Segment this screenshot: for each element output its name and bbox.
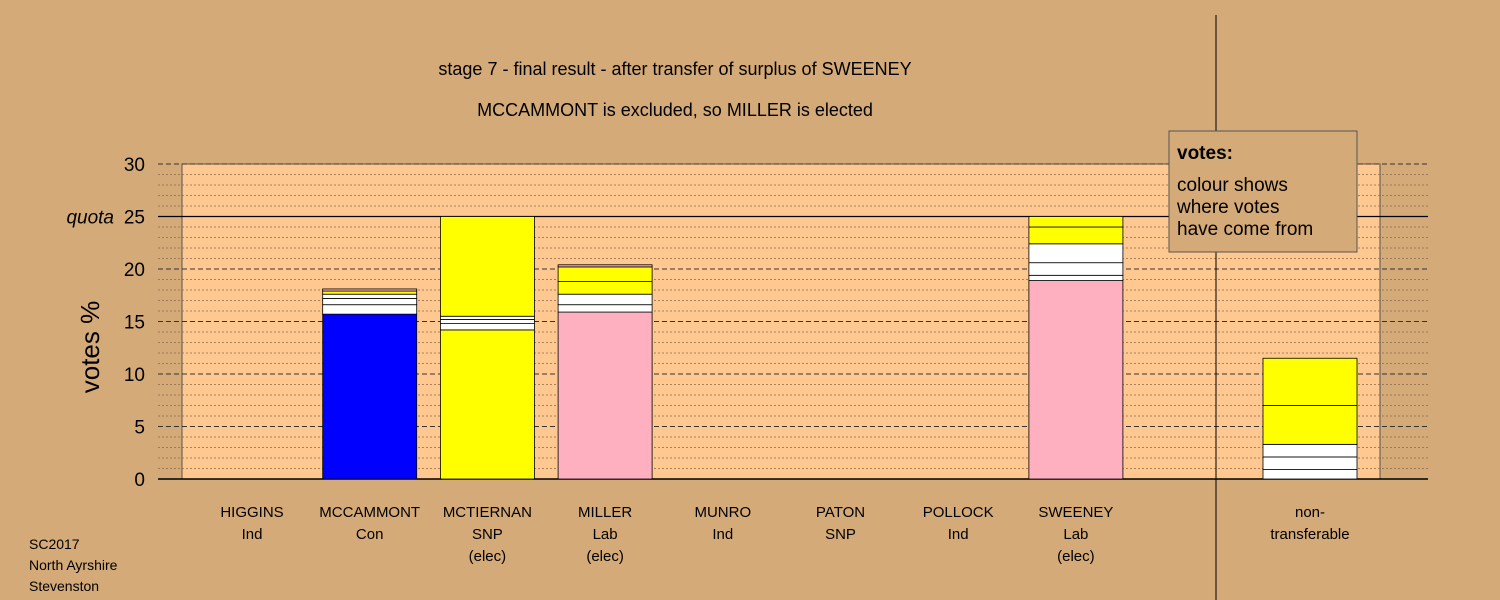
- bar-segment: [1262, 443, 1358, 458]
- bars: [322, 216, 1358, 480]
- bar-segment: [1262, 469, 1358, 480]
- category-label: (elec): [1057, 548, 1095, 565]
- bar-segment: [322, 288, 418, 292]
- bar-segment: [322, 293, 418, 299]
- category-label: MUNRO: [694, 504, 751, 521]
- bar-segment: [1028, 262, 1124, 276]
- category-label: Lab: [593, 526, 618, 543]
- bar-segment: [322, 313, 418, 480]
- bar-segment: [439, 318, 535, 324]
- legend-box: [1168, 130, 1358, 253]
- bar-segment: [1262, 405, 1358, 445]
- category-label: transferable: [1270, 526, 1349, 543]
- category-label: (elec): [586, 548, 624, 565]
- category-label: SWEENEY: [1038, 504, 1113, 521]
- y-tick-label: 10: [124, 365, 145, 386]
- bar-segment: [1028, 243, 1124, 264]
- category-label: Con: [356, 526, 384, 543]
- legend-line: colour shows: [1177, 175, 1288, 196]
- bar-segment: [322, 304, 418, 315]
- bar-mctiernan: [439, 216, 535, 480]
- footer-line: North Ayrshire: [29, 557, 118, 573]
- bar-segment: [322, 290, 418, 295]
- y-tick-label: 30: [124, 155, 145, 176]
- category-label: POLLOCK: [923, 504, 994, 521]
- category-labels: HIGGINS Ind MCCAMMONT Con MCTIERNAN SNP (elec)…: [220, 504, 1349, 565]
- y-tick-label: 5: [134, 418, 145, 439]
- bar-segment: [1028, 274, 1124, 281]
- category-label: Lab: [1063, 526, 1088, 543]
- legend-line: where votes: [1176, 197, 1279, 218]
- legend-title: votes:: [1177, 143, 1233, 164]
- category-label: non-: [1295, 504, 1325, 521]
- category-label: SNP: [825, 526, 856, 543]
- quota-label: quota: [66, 208, 114, 229]
- category-label: MCTIERNAN: [443, 504, 532, 521]
- bar-segment: [557, 293, 653, 306]
- bar-miller: [557, 264, 653, 480]
- category-label: SNP: [472, 526, 503, 543]
- category-label: HIGGINS: [220, 504, 283, 521]
- y-tick-label: 25: [124, 208, 145, 229]
- category-label: Ind: [712, 526, 733, 543]
- bar-mccammont: [322, 288, 418, 480]
- bar-segment: [557, 311, 653, 480]
- bar-nontransferable: [1262, 357, 1358, 480]
- footer-line: Stevenston: [29, 578, 99, 594]
- category-label: MCCAMMONT: [319, 504, 420, 521]
- y-tick-label: 0: [134, 470, 145, 491]
- bar-segment: [439, 329, 535, 480]
- legend-line: have come from: [1177, 219, 1313, 240]
- bar-segment: [557, 266, 653, 282]
- footer: SC2017 North Ayrshire Stevenston: [29, 536, 118, 594]
- chart-subtitle: MCCAMMONT is excluded, so MILLER is elec…: [477, 100, 873, 120]
- category-label: MILLER: [578, 504, 632, 521]
- y-tick-label: 15: [124, 313, 145, 334]
- category-label: Ind: [242, 526, 263, 543]
- bar-sweeney: [1028, 216, 1124, 480]
- bar-segment: [439, 216, 535, 317]
- bar-segment: [322, 297, 418, 306]
- chart-title: stage 7 - final result - after transfer …: [438, 59, 911, 79]
- category-label: (elec): [469, 548, 507, 565]
- bar-segment: [1262, 456, 1358, 470]
- y-axis: 0 5 10 15 20 25 30 quota: [66, 155, 145, 491]
- bar-segment: [439, 323, 535, 331]
- bar-segment: [439, 315, 535, 320]
- category-label: Ind: [948, 526, 969, 543]
- y-tick-label: 20: [124, 260, 145, 281]
- bar-segment: [1028, 226, 1124, 245]
- bar-segment: [1028, 280, 1124, 480]
- bar-segment: [1262, 357, 1358, 406]
- bar-segment: [1028, 216, 1124, 228]
- bar-segment: [557, 264, 653, 268]
- footer-line: SC2017: [29, 536, 80, 552]
- y-axis-title: votes %: [75, 301, 105, 394]
- category-label: PATON: [816, 504, 865, 521]
- bar-segment: [557, 304, 653, 313]
- bar-segment: [557, 281, 653, 295]
